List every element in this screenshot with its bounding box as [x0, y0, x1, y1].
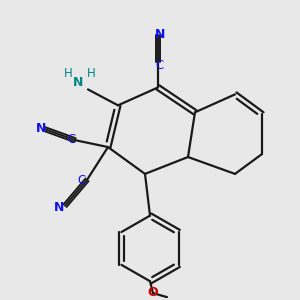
Text: C: C	[68, 133, 76, 146]
Text: N: N	[73, 76, 83, 89]
Text: C: C	[156, 59, 164, 72]
Text: C: C	[78, 174, 86, 188]
Text: N: N	[54, 201, 64, 214]
Text: N: N	[36, 122, 46, 135]
Text: O: O	[148, 286, 158, 299]
Text: N: N	[155, 28, 165, 41]
Text: H: H	[64, 67, 72, 80]
Text: H: H	[87, 67, 95, 80]
